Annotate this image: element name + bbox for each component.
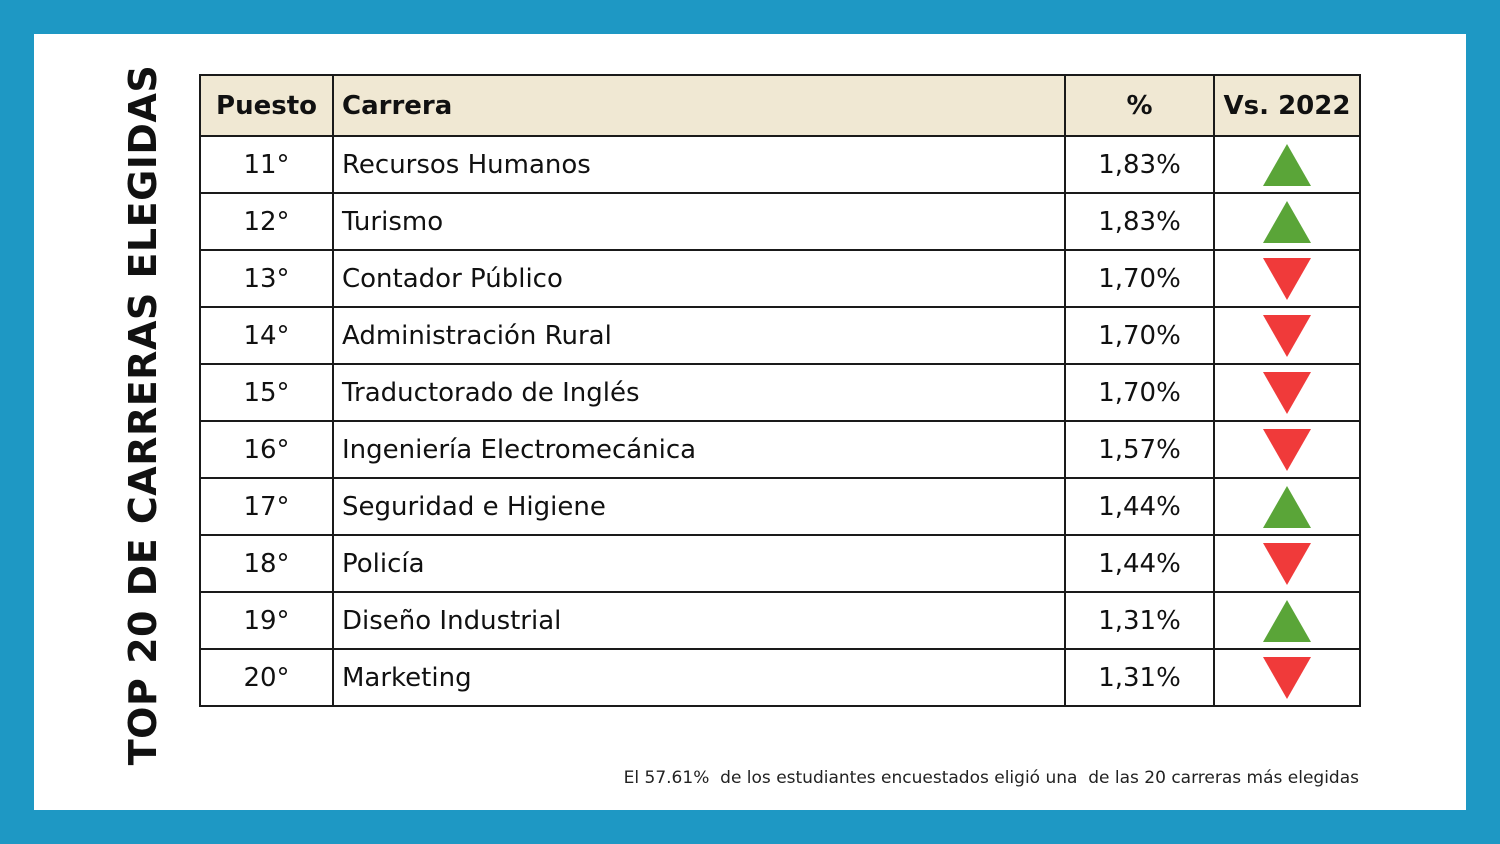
- cell-carrera: Recursos Humanos: [332, 135, 1066, 194]
- table-row: 17° Seguridad e Higiene 1,44%: [199, 477, 1361, 536]
- cell-carrera: Traductorado de Inglés: [332, 363, 1066, 422]
- cell-percent: 1,83%: [1064, 135, 1215, 194]
- table-row: 18° Policía 1,44%: [199, 534, 1361, 593]
- cell-percent: 1,31%: [1064, 591, 1215, 650]
- cell-percent: 1,70%: [1064, 249, 1215, 308]
- cell-carrera: Seguridad e Higiene: [332, 477, 1066, 536]
- cell-puesto: 18°: [199, 534, 334, 593]
- cell-vs-2022: [1213, 249, 1361, 308]
- cell-percent: 1,31%: [1064, 648, 1215, 707]
- table-row: 16° Ingeniería Electromecánica 1,57%: [199, 420, 1361, 479]
- cell-vs-2022: [1213, 420, 1361, 479]
- cell-carrera: Contador Público: [332, 249, 1066, 308]
- cell-carrera: Turismo: [332, 192, 1066, 251]
- triangle-down-icon: [1263, 257, 1311, 300]
- cell-vs-2022: [1213, 363, 1361, 422]
- cell-puesto: 12°: [199, 192, 334, 251]
- cell-puesto: 17°: [199, 477, 334, 536]
- header-puesto: Puesto: [199, 74, 334, 137]
- triangle-up-icon: [1263, 485, 1311, 528]
- cell-percent: 1,70%: [1064, 306, 1215, 365]
- cell-vs-2022: [1213, 648, 1361, 707]
- triangle-down-icon: [1263, 656, 1311, 699]
- cell-puesto: 16°: [199, 420, 334, 479]
- table-row: 14° Administración Rural 1,70%: [199, 306, 1361, 365]
- cell-percent: 1,70%: [1064, 363, 1215, 422]
- header-vs-2022: Vs. 2022: [1213, 74, 1361, 137]
- table-row: 11° Recursos Humanos 1,83%: [199, 135, 1361, 194]
- table-header-row: Puesto Carrera % Vs. 2022: [199, 74, 1361, 137]
- cell-percent: 1,44%: [1064, 534, 1215, 593]
- cell-vs-2022: [1213, 534, 1361, 593]
- cell-carrera: Administración Rural: [332, 306, 1066, 365]
- cell-vs-2022: [1213, 306, 1361, 365]
- triangle-up-icon: [1263, 599, 1311, 642]
- table-row: 20° Marketing 1,31%: [199, 648, 1361, 707]
- cell-carrera: Policía: [332, 534, 1066, 593]
- table-row: 12° Turismo 1,83%: [199, 192, 1361, 251]
- triangle-down-icon: [1263, 314, 1311, 357]
- cell-puesto: 15°: [199, 363, 334, 422]
- table-row: 13° Contador Público 1,70%: [199, 249, 1361, 308]
- cell-puesto: 14°: [199, 306, 334, 365]
- careers-table: Puesto Carrera % Vs. 2022 11° Recursos Hu…: [199, 74, 1361, 707]
- cell-percent: 1,57%: [1064, 420, 1215, 479]
- triangle-down-icon: [1263, 428, 1311, 471]
- header-carrera: Carrera: [332, 74, 1066, 137]
- page-title: TOP 20 DE CARRERAS ELEGIDAS: [121, 64, 165, 766]
- cell-carrera: Ingeniería Electromecánica: [332, 420, 1066, 479]
- cell-puesto: 19°: [199, 591, 334, 650]
- cell-percent: 1,83%: [1064, 192, 1215, 251]
- cell-vs-2022: [1213, 192, 1361, 251]
- cell-vs-2022: [1213, 591, 1361, 650]
- table-row: 15° Traductorado de Inglés 1,70%: [199, 363, 1361, 422]
- cell-puesto: 11°: [199, 135, 334, 194]
- table-row: 19° Diseño Industrial 1,31%: [199, 591, 1361, 650]
- cell-carrera: Marketing: [332, 648, 1066, 707]
- cell-percent: 1,44%: [1064, 477, 1215, 536]
- cell-puesto: 20°: [199, 648, 334, 707]
- cell-carrera: Diseño Industrial: [332, 591, 1066, 650]
- triangle-down-icon: [1263, 371, 1311, 414]
- footnote: El 57.61% de los estudiantes encuestados…: [623, 768, 1359, 788]
- cell-vs-2022: [1213, 135, 1361, 194]
- triangle-up-icon: [1263, 143, 1311, 186]
- header-percent: %: [1064, 74, 1215, 137]
- triangle-up-icon: [1263, 200, 1311, 243]
- cell-puesto: 13°: [199, 249, 334, 308]
- cell-vs-2022: [1213, 477, 1361, 536]
- triangle-down-icon: [1263, 542, 1311, 585]
